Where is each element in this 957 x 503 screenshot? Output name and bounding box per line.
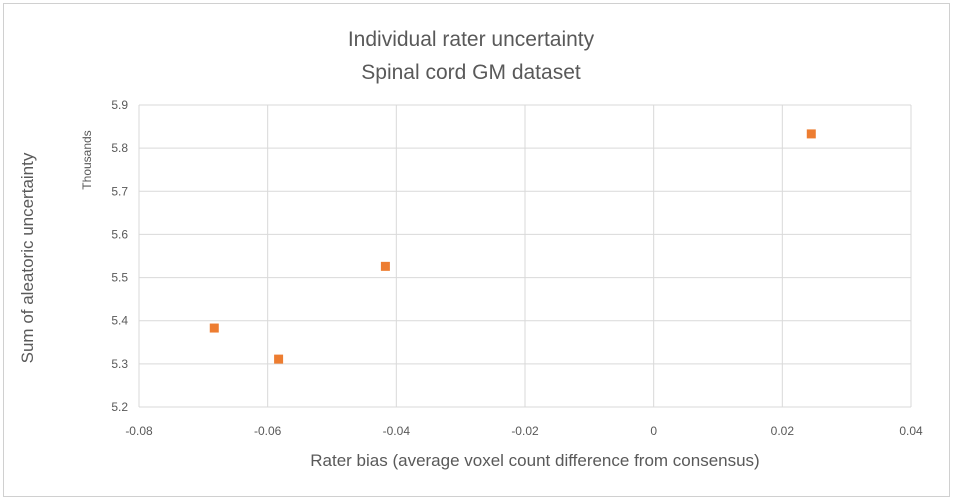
y-gridlines (139, 104, 911, 408)
x-tick-label: 0.04 (899, 424, 923, 438)
scatter-chart: Individual rater uncertainty Spinal cord… (18, 28, 923, 470)
x-axis-title: Rater bias (average voxel count differen… (310, 451, 759, 470)
y-tick-label: 5.2 (111, 400, 128, 414)
y-tick-label: 5.7 (111, 184, 128, 198)
chart-frame: Individual rater uncertainty Spinal cord… (3, 3, 950, 497)
y-tick-labels: 5.2 5.3 5.4 5.5 5.6 5.7 5.8 5.9 (111, 98, 128, 414)
x-tick-label: -0.06 (254, 424, 282, 438)
x-tick-label: 0.02 (771, 424, 795, 438)
data-point (806, 129, 816, 139)
x-tick-label: -0.04 (383, 424, 411, 438)
y-tick-label: 5.4 (111, 314, 128, 328)
data-point (209, 323, 219, 333)
chart-title: Individual rater uncertainty (348, 28, 595, 51)
y-tick-label: 5.9 (111, 98, 128, 112)
y-tick-label: 5.3 (111, 357, 128, 371)
y-axis-title: Sum of aleatoric uncertainty (18, 152, 37, 363)
x-tick-label: 0 (650, 424, 657, 438)
y-tick-label: 5.8 (111, 141, 128, 155)
data-point (274, 354, 284, 364)
x-tick-label: -0.08 (125, 424, 153, 438)
x-gridlines (138, 105, 912, 407)
y-axis-units: Thousands (80, 130, 94, 189)
data-point (380, 261, 390, 271)
y-tick-label: 5.6 (111, 227, 128, 241)
x-tick-labels: -0.08 -0.06 -0.04 -0.02 0 0.02 0.04 (125, 424, 923, 438)
x-tick-label: -0.02 (511, 424, 539, 438)
y-tick-label: 5.5 (111, 271, 128, 285)
chart-subtitle: Spinal cord GM dataset (361, 61, 581, 84)
data-points (209, 129, 816, 364)
